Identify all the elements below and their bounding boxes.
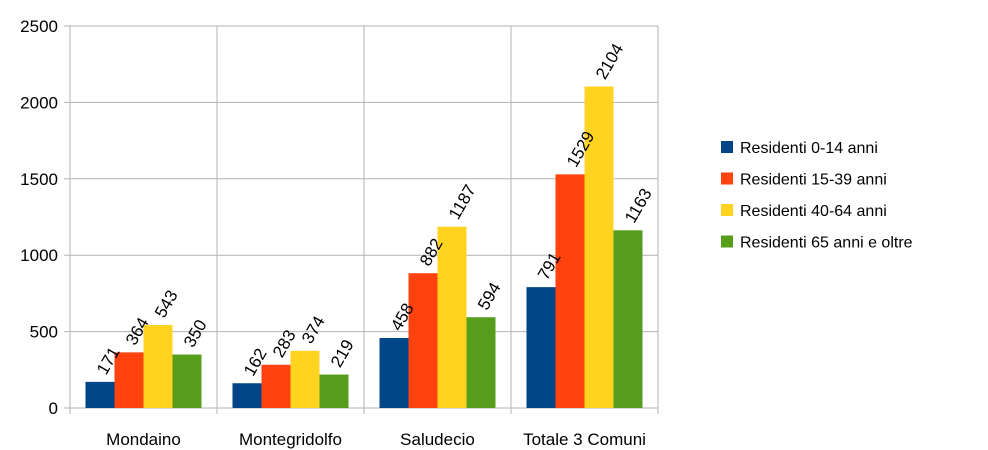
bar-3-1: [143, 325, 173, 408]
y-tick-label: 0: [49, 399, 58, 418]
legend-label: Residenti 40-64 anni: [740, 203, 887, 220]
legend-swatch: [721, 172, 733, 185]
bar-1-4: [526, 287, 556, 408]
bar-4-3: [466, 317, 496, 408]
data-label: 1163: [621, 185, 656, 226]
bar-4-4: [613, 230, 643, 408]
x-category-label: Mondaino: [106, 430, 181, 449]
bars: [85, 86, 643, 409]
bar-1-2: [232, 383, 262, 408]
data-label: 2104: [592, 40, 627, 82]
data-label: 594: [474, 279, 505, 313]
bar-3-2: [290, 350, 320, 408]
y-tick-label: 2000: [20, 93, 58, 112]
data-label: 350: [180, 316, 211, 350]
bar-1-1: [85, 381, 115, 408]
bar-2-4: [555, 174, 585, 408]
axes: 0 500 1000 1500 2000 2500 Mondaino Montegridolf…: [20, 17, 659, 449]
bar-1-3: [379, 338, 409, 408]
y-tick-label: 1500: [20, 170, 58, 189]
legend: Residenti 0-14 anni Residenti 15-39 anni R…: [721, 140, 913, 252]
y-tick-label: 1000: [20, 246, 58, 265]
bar-2-1: [114, 352, 144, 408]
legend-label: Residenti 65 anni e oltre: [740, 235, 913, 252]
legend-swatch: [721, 204, 733, 216]
data-label: 374: [298, 313, 329, 347]
bar-3-4: [584, 86, 614, 409]
bar-4-1: [172, 354, 202, 408]
data-label: 219: [327, 336, 358, 370]
x-category-label: Totale 3 Comuni: [523, 430, 646, 449]
x-category-label: Montegridolfo: [239, 430, 342, 449]
legend-swatch: [721, 235, 733, 248]
legend-swatch: [721, 141, 733, 153]
bar-4-2: [319, 374, 349, 408]
bar-3-3: [437, 226, 467, 408]
data-label: 543: [151, 287, 182, 321]
x-category-label: Saludecio: [400, 430, 475, 449]
bar-2-3: [408, 273, 438, 408]
legend-label: Residenti 0-14 anni: [740, 140, 878, 157]
bar-2-2: [261, 364, 291, 408]
y-tick-label: 500: [30, 323, 58, 342]
legend-label: Residenti 15-39 anni: [740, 172, 887, 189]
data-label: 1187: [445, 181, 480, 222]
y-tick-label: 2500: [20, 17, 58, 36]
